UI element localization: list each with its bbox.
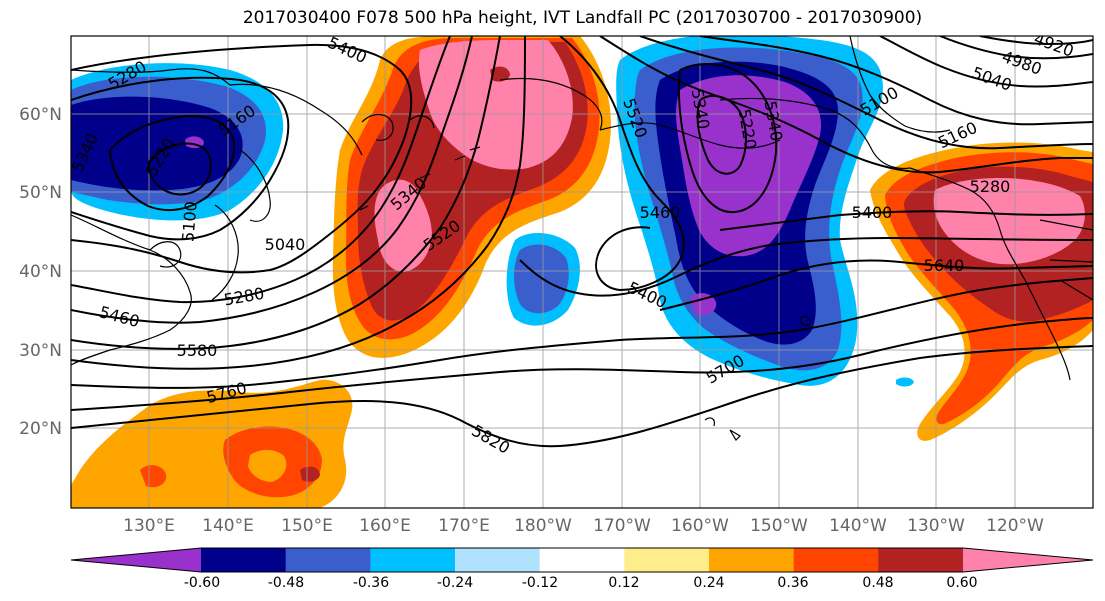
lon-label: 130°E (123, 516, 175, 536)
map-title: 2017030400 F078 500 hPa height, IVT Land… (242, 8, 923, 28)
lat-label: 30°N (19, 341, 62, 361)
contour-label: 5040 (265, 235, 306, 254)
colorbar-segment (539, 548, 625, 572)
colorbar-tick-label: 0.12 (608, 575, 639, 591)
colorbar-tick-label: -0.12 (522, 575, 558, 591)
map-area: 5280 5400 4920 4980 5040 5100 5160 5220 … (71, 36, 1093, 508)
lat-label: 20°N (19, 419, 62, 439)
contour-label: 5280 (970, 177, 1011, 196)
colorbar (70, 547, 1094, 573)
colorbar-tick-label: -0.48 (268, 575, 304, 591)
colorbar-tick-label: 0.60 (946, 575, 977, 591)
height-contours (71, 36, 1093, 448)
contour-label: 5580 (177, 341, 218, 360)
lon-label: 160°E (359, 516, 411, 536)
contour-label: 5100 (178, 200, 200, 242)
colorbar-tick-label: -0.24 (437, 575, 473, 591)
colorbar-segment (709, 548, 795, 572)
colorbar-extend-max (963, 548, 1093, 572)
graticule (71, 36, 1093, 508)
lon-label: 170°E (438, 516, 490, 536)
contour-label: 5460 (640, 203, 681, 222)
colorbar-segment (370, 548, 456, 572)
lon-label: 150°W (750, 516, 808, 536)
lat-label: 40°N (19, 262, 62, 282)
colorbar-tick-label: 0.48 (862, 575, 893, 591)
lat-label: 60°N (19, 105, 62, 125)
lon-label: 150°E (281, 516, 333, 536)
lon-label: 130°W (907, 516, 965, 536)
lat-label: 50°N (19, 183, 62, 203)
colorbar-tick-label: -0.36 (353, 575, 389, 591)
colorbar-extend-min (71, 548, 201, 572)
colorbar-labels: -0.60 -0.48 -0.36 -0.24 -0.12 0.12 0.24 … (184, 575, 978, 591)
colorbar-segment (878, 548, 964, 572)
colorbar-outline (70, 547, 1094, 573)
negative-ivt-west (71, 63, 284, 221)
lon-label: 140°E (202, 516, 254, 536)
longitude-labels: 130°E 140°E 150°E 160°E 170°E 180°W 170°… (123, 516, 1044, 536)
lon-label: 180°W (514, 516, 572, 536)
contour-label: 5640 (924, 256, 965, 275)
coastlines (71, 36, 1093, 441)
lon-label: 120°W (986, 516, 1044, 536)
colorbar-tick-label: 0.24 (693, 575, 724, 591)
positive-ivt-southwest (71, 379, 353, 508)
colorbar-segment (793, 548, 879, 572)
contour-label: 5400 (852, 203, 893, 222)
colorbar-tick-label: 0.36 (777, 575, 808, 591)
lon-label: 140°W (829, 516, 887, 536)
colorbar-segment (624, 548, 710, 572)
map-frame (70, 35, 1094, 509)
latitude-labels: 60°N 50°N 40°N 30°N 20°N (19, 105, 62, 439)
colorbar-segment (201, 548, 287, 572)
negative-ivt-east (616, 36, 914, 387)
colorbar-segment (285, 548, 371, 572)
lon-label: 170°W (593, 516, 651, 536)
colorbar-segment (455, 548, 541, 572)
lon-label: 160°W (671, 516, 729, 536)
colorbar-tick-label: -0.60 (184, 575, 220, 591)
